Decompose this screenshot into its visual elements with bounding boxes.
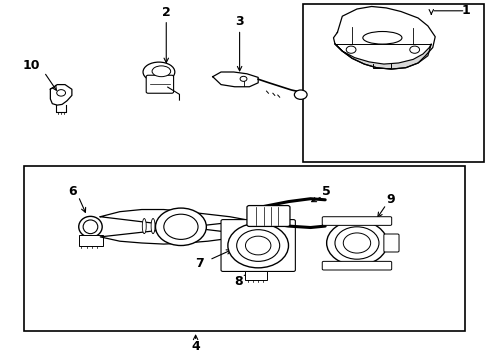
Text: 5: 5 <box>322 185 330 198</box>
Ellipse shape <box>79 216 102 237</box>
Circle shape <box>334 227 378 259</box>
FancyBboxPatch shape <box>322 217 391 225</box>
Text: 1: 1 <box>460 4 469 17</box>
Circle shape <box>163 214 198 239</box>
Circle shape <box>343 233 370 253</box>
Text: 9: 9 <box>385 193 394 206</box>
Circle shape <box>294 90 306 99</box>
FancyBboxPatch shape <box>244 271 266 280</box>
FancyBboxPatch shape <box>79 235 102 246</box>
Text: 10: 10 <box>23 59 41 72</box>
Circle shape <box>57 90 65 96</box>
FancyBboxPatch shape <box>146 75 173 93</box>
Ellipse shape <box>83 220 98 234</box>
Polygon shape <box>50 85 72 105</box>
Text: 4: 4 <box>191 340 200 353</box>
Ellipse shape <box>177 219 181 234</box>
FancyBboxPatch shape <box>246 206 289 226</box>
Circle shape <box>240 76 246 81</box>
Text: 2: 2 <box>162 6 170 19</box>
Text: 7: 7 <box>195 257 203 270</box>
Ellipse shape <box>151 219 155 234</box>
FancyBboxPatch shape <box>383 234 398 252</box>
Ellipse shape <box>160 219 163 234</box>
Ellipse shape <box>152 66 170 77</box>
Circle shape <box>409 46 419 53</box>
FancyBboxPatch shape <box>221 220 295 271</box>
Text: 8: 8 <box>234 275 243 288</box>
Circle shape <box>326 221 386 265</box>
Circle shape <box>236 230 279 261</box>
Circle shape <box>227 223 288 268</box>
Ellipse shape <box>142 219 146 234</box>
Circle shape <box>155 208 206 246</box>
Polygon shape <box>333 6 434 69</box>
Ellipse shape <box>168 219 172 234</box>
Ellipse shape <box>362 31 401 44</box>
Text: 3: 3 <box>235 15 244 28</box>
Polygon shape <box>334 44 430 69</box>
Circle shape <box>245 236 270 255</box>
FancyBboxPatch shape <box>322 261 391 270</box>
Circle shape <box>346 46 355 53</box>
Ellipse shape <box>142 62 175 82</box>
FancyBboxPatch shape <box>24 166 464 331</box>
Text: 6: 6 <box>68 185 77 198</box>
Polygon shape <box>100 210 249 244</box>
Ellipse shape <box>186 219 190 234</box>
FancyBboxPatch shape <box>303 4 483 162</box>
Polygon shape <box>212 72 258 87</box>
